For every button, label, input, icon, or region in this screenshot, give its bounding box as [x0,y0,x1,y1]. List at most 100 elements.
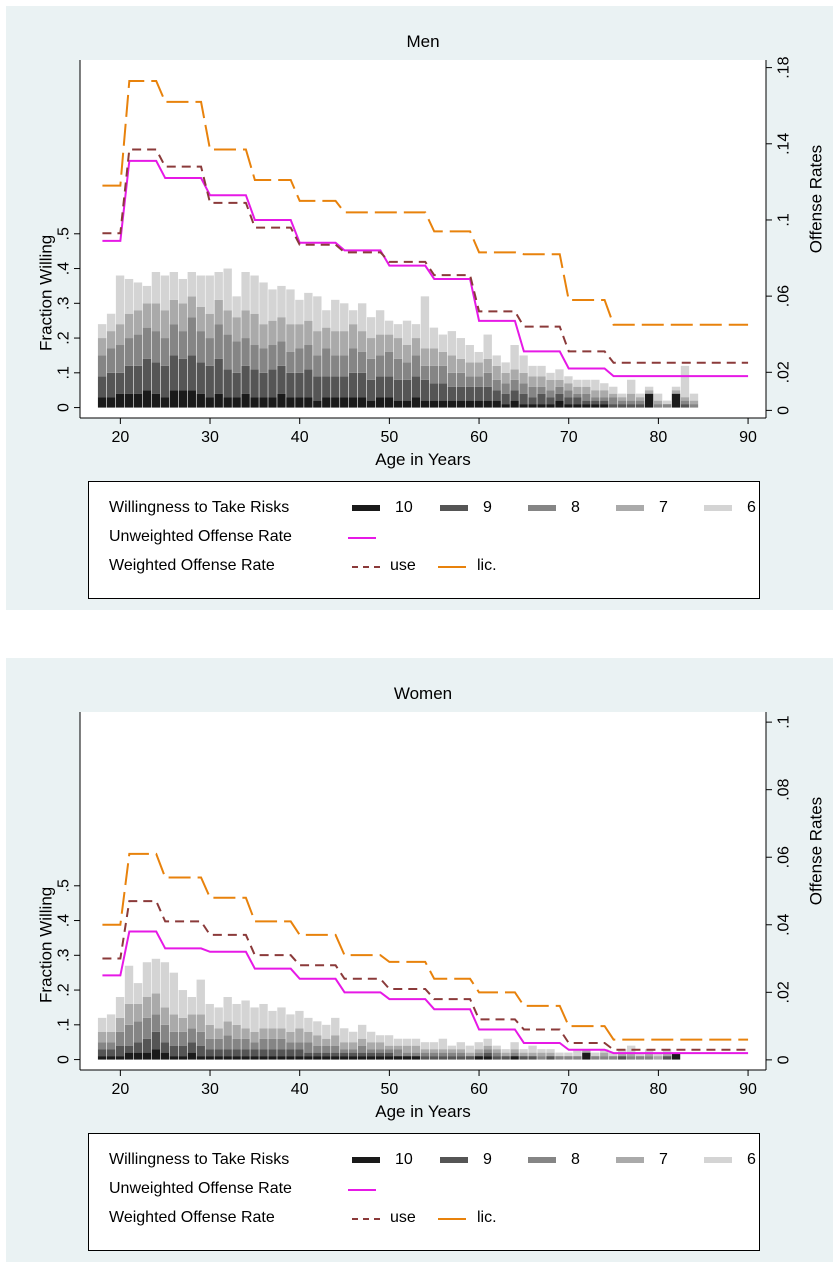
x-tick-label: 80 [649,429,667,446]
x-tick-label: 20 [111,1081,129,1098]
bar-risk-9-age-63 [501,393,510,405]
bar-risk-6-age-75 [609,386,618,394]
bar-risk-8-age-53 [411,1052,421,1057]
y-right-tick-label: .02 [776,981,793,1003]
bar-risk-10-age-53 [411,397,421,408]
bar-risk-7-age-84 [689,400,699,405]
bar-risk-8-age-78 [635,1056,645,1060]
bar-risk-9-age-59 [465,386,474,401]
bar-risk-6-age-58 [456,1042,465,1050]
bar-risk-10-age-43 [322,1056,331,1060]
bar-risk-6-age-65 [519,355,528,373]
bar-risk-10-age-47 [357,1056,367,1060]
bar-risk-7-age-58 [456,1049,465,1053]
bar-risk-10-age-65 [519,404,528,408]
bar-risk-9-age-46 [349,372,358,398]
legend-swatch-risk-6 [704,505,732,511]
bar-risk-10-age-28 [187,390,196,408]
bar-risk-10-age-64 [510,1056,519,1060]
series-line-weighted-lic [102,79,749,326]
bar-risk-10-age-56 [438,400,448,408]
bar-risk-8-age-33 [232,341,241,373]
bar-risk-10-age-43 [322,397,331,408]
bar-risk-6-age-43 [322,1024,331,1039]
bar-risk-7-age-81 [662,1052,672,1057]
legend-risk-level-10: 10 [395,499,413,516]
legend-lic-label: lic. [477,1209,497,1226]
bar-risk-8-age-48 [366,358,376,380]
bar-risk-7-age-30 [205,1024,214,1039]
bar-risk-8-age-83 [680,400,690,405]
legend-swatch-risk-8 [528,1157,556,1163]
bar-risk-8-age-49 [375,1049,385,1053]
bar-risk-8-age-69 [555,1056,564,1060]
legend-risk-level-6: 6 [747,499,756,516]
bar-risk-8-age-45 [340,1049,349,1053]
bar-risk-6-age-52 [402,320,412,346]
legend-risk-level-9: 9 [483,1151,492,1168]
bar-risk-8-age-52 [402,1052,412,1057]
bar-risk-9-age-47 [357,372,367,398]
bar-risk-8-age-29 [196,1031,205,1046]
bar-risk-9-age-43 [322,1052,331,1057]
bar-risk-9-age-23 [142,358,152,391]
y-right-tick-label: .06 [776,846,793,868]
bar-risk-8-age-55 [429,1052,439,1057]
bar-risk-7-age-52 [402,1045,412,1053]
legend-unweighted-line [348,1189,376,1191]
bar-risk-7-age-74 [600,1052,609,1057]
bar-risk-9-age-54 [420,1056,430,1060]
bar-risk-9-age-21 [124,1045,134,1053]
bar-risk-10-age-18 [97,397,107,408]
bar-risk-9-age-36 [259,372,268,398]
y-left-tick-label: .4 [56,262,73,275]
bar-risk-7-age-40 [295,1028,304,1043]
legend-risk-title: Willingness to Take Risks [109,499,290,516]
bar-risk-8-age-18 [97,355,107,377]
bar-risk-7-age-72 [582,386,591,394]
bar-risk-10-age-59 [465,400,474,408]
bar-risk-8-age-65 [519,383,528,394]
bar-risk-7-age-72 [582,1049,591,1053]
legend-risk-level-8: 8 [571,1151,580,1168]
bar-risk-6-age-69 [555,369,564,380]
bar-risk-10-age-82 [671,393,681,408]
bar-risk-10-age-31 [214,1056,223,1060]
bar-risk-7-age-27 [178,303,188,332]
bar-risk-6-age-60 [474,1042,483,1050]
y-right-tick-label: .08 [776,778,793,800]
bar-risk-6-age-78 [635,393,645,398]
bar-risk-7-age-37 [268,1028,277,1039]
bar-risk-9-age-76 [618,1056,627,1060]
bar-risk-9-age-24 [151,1031,161,1050]
bar-risk-10-age-38 [277,1056,286,1060]
bar-risk-7-age-61 [483,358,492,373]
bar-risk-9-age-32 [223,1049,232,1057]
bar-risk-7-age-38 [277,1028,286,1039]
bar-risk-6-age-59 [465,1045,474,1053]
bar-risk-6-age-76 [618,393,627,398]
bar-risk-6-age-19 [106,1014,116,1032]
bar-risk-9-age-31 [214,1049,223,1057]
bar-risk-6-age-73 [591,1052,600,1057]
bar-risk-6-age-53 [411,324,421,339]
bar-risk-8-age-34 [241,338,250,366]
x-tick-label: 60 [470,429,488,446]
bar-risk-10-age-29 [196,1056,205,1060]
bar-risk-10-age-30 [205,1056,214,1060]
x-axis-label: Age in Years [375,450,470,469]
bar-risk-10-age-51 [393,400,403,408]
bar-risk-9-age-55 [429,383,439,401]
bar-risk-6-age-25 [160,275,170,311]
bar-risk-9-age-27 [178,1045,188,1057]
y-left-tick-label: .3 [56,949,73,962]
bar-risk-6-age-53 [411,1038,421,1046]
bar-risk-6-age-48 [366,317,376,339]
bar-risk-7-age-39 [286,1031,295,1043]
bar-risk-6-age-47 [357,1024,367,1039]
bar-risk-7-age-68 [546,379,555,391]
legend-swatch-risk-8 [528,505,556,511]
legend-swatch-risk-10 [352,505,380,511]
bar-risk-7-age-57 [447,355,457,373]
bar-risk-7-age-41 [304,1031,313,1043]
